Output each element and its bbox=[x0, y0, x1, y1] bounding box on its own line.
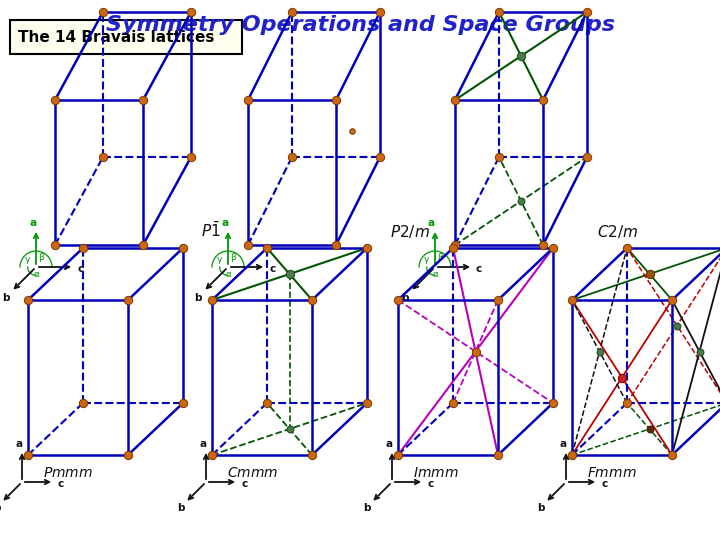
Text: b: b bbox=[537, 503, 545, 513]
Text: $\it{Fmmm}$: $\it{Fmmm}$ bbox=[587, 466, 636, 480]
Text: $P2/m$: $P2/m$ bbox=[390, 223, 430, 240]
Text: β: β bbox=[437, 253, 443, 262]
Text: c: c bbox=[427, 479, 433, 489]
Text: $C2/m$: $C2/m$ bbox=[597, 223, 639, 240]
Text: c: c bbox=[601, 479, 607, 489]
Text: $\it{Immm}$: $\it{Immm}$ bbox=[413, 466, 459, 480]
Text: β: β bbox=[230, 253, 235, 262]
Text: Symmetry Operations and Space Groups: Symmetry Operations and Space Groups bbox=[106, 15, 614, 35]
Text: β: β bbox=[38, 253, 44, 262]
Text: c: c bbox=[77, 264, 84, 274]
Text: b: b bbox=[401, 293, 408, 303]
Text: b: b bbox=[177, 503, 185, 513]
Text: a: a bbox=[199, 439, 206, 449]
Text: $\it{Cmmm}$: $\it{Cmmm}$ bbox=[227, 466, 279, 480]
Text: a: a bbox=[221, 218, 228, 228]
Text: γ: γ bbox=[423, 255, 429, 264]
Text: $P\bar{1}$: $P\bar{1}$ bbox=[201, 221, 220, 240]
Text: a: a bbox=[428, 218, 435, 228]
Text: a: a bbox=[15, 439, 22, 449]
Text: α: α bbox=[33, 270, 39, 279]
Text: b: b bbox=[194, 293, 202, 303]
Text: b: b bbox=[363, 503, 371, 513]
Text: a: a bbox=[559, 439, 566, 449]
Text: $\it{Pmmm}$: $\it{Pmmm}$ bbox=[43, 466, 93, 480]
Text: The 14 Bravais lattices: The 14 Bravais lattices bbox=[18, 30, 215, 44]
Text: γ: γ bbox=[217, 255, 222, 264]
Text: b: b bbox=[1, 293, 9, 303]
Text: α: α bbox=[225, 270, 231, 279]
Text: a: a bbox=[385, 439, 392, 449]
FancyBboxPatch shape bbox=[10, 20, 242, 54]
Text: a: a bbox=[29, 218, 36, 228]
Text: c: c bbox=[57, 479, 63, 489]
Text: γ: γ bbox=[24, 255, 30, 264]
Text: α: α bbox=[432, 270, 438, 279]
Text: c: c bbox=[476, 264, 482, 274]
Text: c: c bbox=[269, 264, 275, 274]
Text: c: c bbox=[241, 479, 247, 489]
